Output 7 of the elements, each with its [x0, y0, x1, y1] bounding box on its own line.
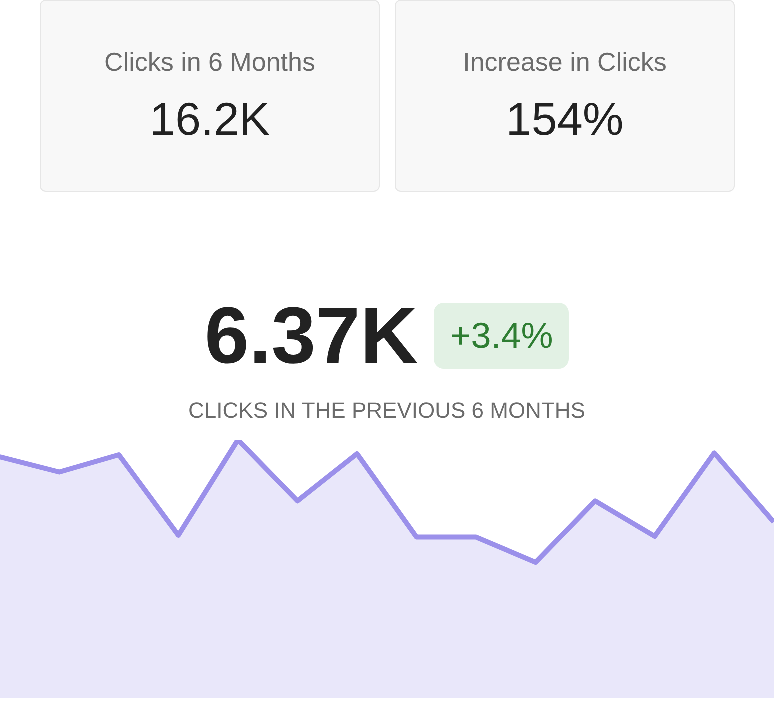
text: Clicks in 6 Months: [104, 47, 316, 78]
chart-subtitle: CLICKS IN THE PREVIOUS 6 MONTHS: [188, 398, 586, 424]
text: 154%: [505, 92, 625, 146]
text: 16.2K: [148, 92, 272, 146]
text: Increase in Clicks: [462, 47, 668, 78]
text: +3.4%: [434, 303, 570, 369]
chart-title: 6.37K: [204, 290, 418, 382]
